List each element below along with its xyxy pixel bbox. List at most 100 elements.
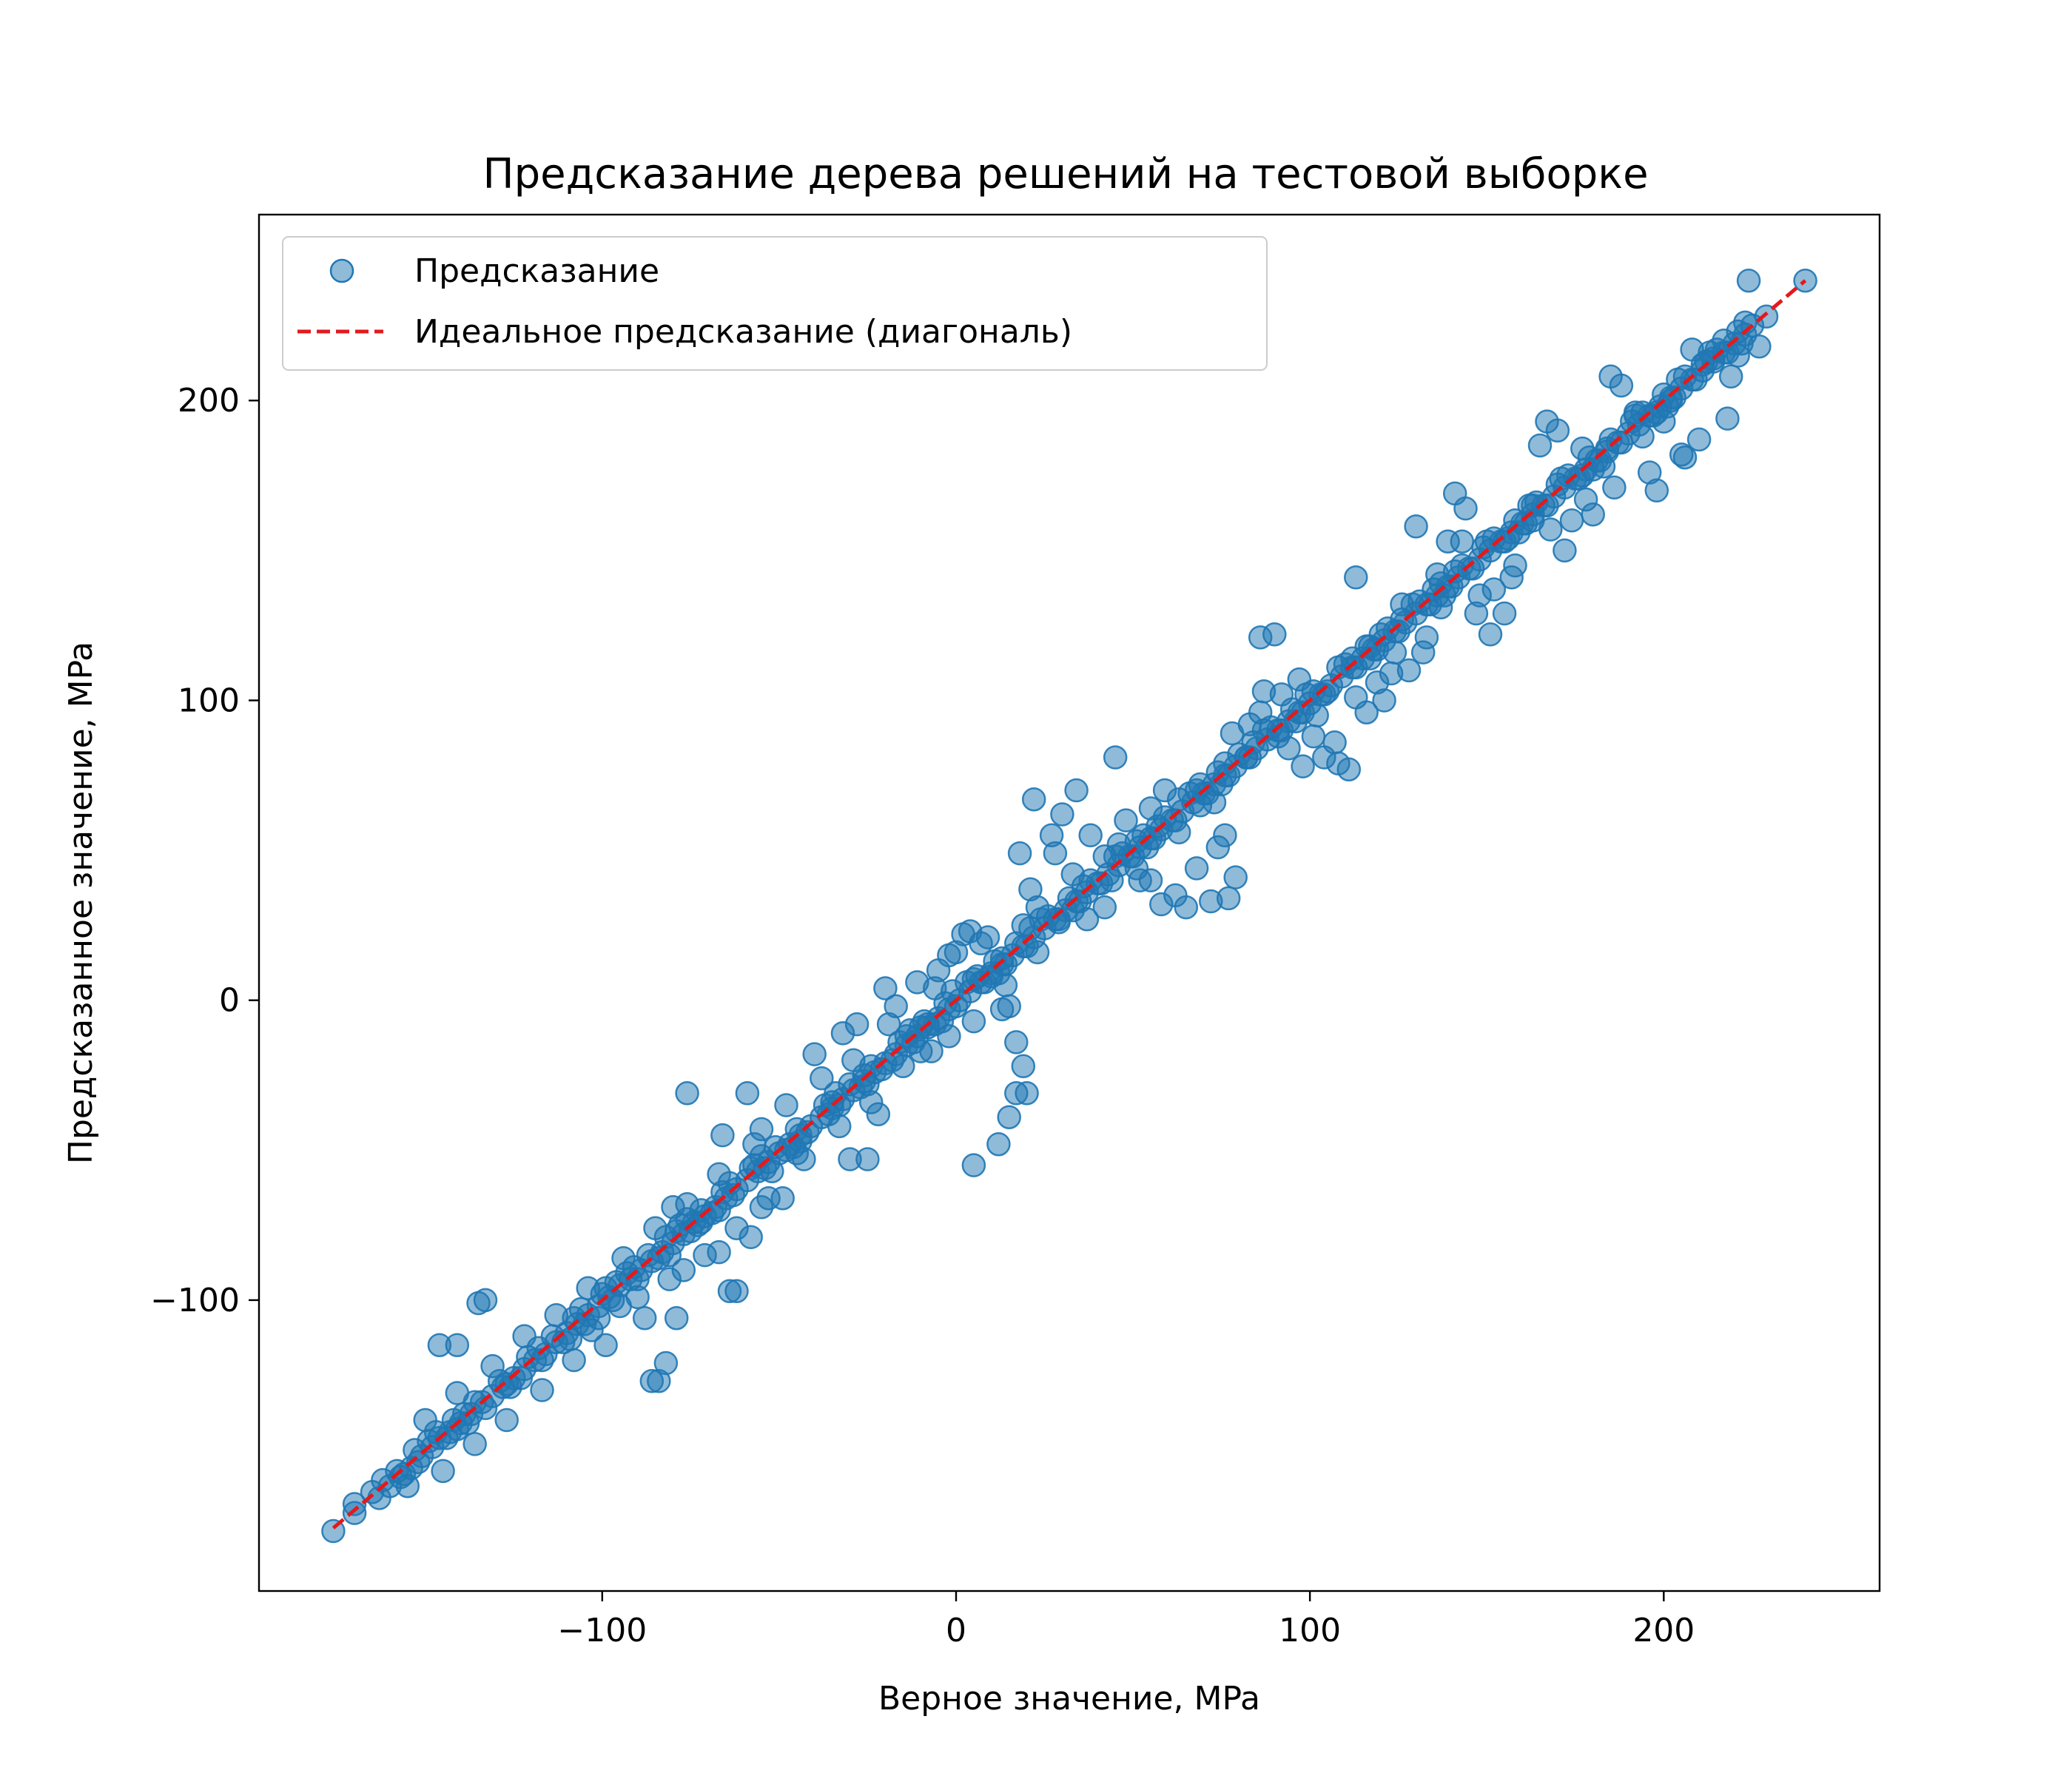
scatter-point <box>1527 433 1553 458</box>
chart-title: Предсказание дерева решений на тестовой … <box>482 150 1648 198</box>
scatter-point <box>562 1348 586 1373</box>
scatter-point <box>1223 865 1248 889</box>
scatter-point <box>880 1048 905 1072</box>
scatter-point <box>462 1432 487 1456</box>
scatter-point <box>1573 487 1598 512</box>
scatter-point <box>1344 685 1368 710</box>
legend-box <box>282 236 1268 371</box>
scatter-point <box>1545 472 1570 497</box>
scatter-point <box>876 1012 901 1037</box>
scatter-point <box>774 1093 798 1117</box>
scatter-point <box>1499 565 1524 590</box>
scatter-point <box>1690 352 1715 377</box>
scatter-point <box>1216 886 1241 911</box>
scatter-point <box>1368 622 1393 647</box>
x-tick-label: 200 <box>1632 1612 1695 1649</box>
scatter-point <box>1442 559 1467 584</box>
scatter-point <box>1064 778 1089 803</box>
scatter-point <box>1602 475 1627 500</box>
scatter-point <box>1340 646 1365 670</box>
scatter-point <box>1464 601 1489 626</box>
scatter-point <box>445 1333 470 1357</box>
scatter-point <box>632 1305 657 1331</box>
scatter-point <box>1382 640 1407 665</box>
scatter-point <box>1570 436 1595 461</box>
scatter-point <box>1404 514 1428 539</box>
scatter-point <box>1269 682 1294 707</box>
scatter-point <box>1074 907 1100 932</box>
scatter-point <box>1478 622 1503 647</box>
legend: Предсказание Идеальное предсказание (диа… <box>282 236 1268 371</box>
scatter-point <box>473 1288 498 1313</box>
scatter-point <box>586 1305 611 1331</box>
scatter-point <box>724 1216 749 1240</box>
scatter-point <box>1410 640 1436 665</box>
x-axis-title: Верное значение, MPa <box>878 1680 1260 1718</box>
scatter-point <box>1336 757 1362 781</box>
scatter-point <box>1043 841 1068 866</box>
plot-frame <box>258 213 1881 1592</box>
scatter-point <box>1422 577 1446 602</box>
scatter-point <box>873 976 898 1000</box>
scatter-point <box>1570 463 1595 488</box>
scatter-point <box>1004 1081 1029 1106</box>
scatter-point <box>1726 343 1750 368</box>
scatter-point <box>1492 601 1517 626</box>
x-tick-label: −100 <box>557 1612 647 1649</box>
scatter-point <box>1248 700 1273 724</box>
scatter-point <box>1450 529 1475 554</box>
scatter-point <box>1050 802 1074 827</box>
scatter-point <box>1496 526 1521 551</box>
y-axis-title: Предсказанное значение, MPa <box>62 642 100 1164</box>
scatter-point <box>1092 895 1117 920</box>
scatter-point <box>685 1213 710 1237</box>
x-tick-label: 0 <box>946 1612 966 1649</box>
scatter-point <box>1220 721 1245 746</box>
scatter-point <box>1322 730 1347 755</box>
scatter-point <box>530 1378 554 1402</box>
x-tick-label: 100 <box>1279 1612 1341 1649</box>
scatter-point <box>494 1407 519 1433</box>
scatter-point <box>664 1305 689 1331</box>
scatter-point <box>558 1327 583 1351</box>
scatter-point <box>1291 754 1315 778</box>
scatter-point <box>742 1131 767 1157</box>
scatter-point <box>1620 409 1644 434</box>
scatter-point <box>1103 745 1128 770</box>
y-tick-label: 0 <box>219 982 240 1020</box>
scatter-point <box>1078 823 1103 848</box>
scatter-point <box>413 1407 437 1433</box>
scatter-point <box>1315 679 1340 704</box>
scatter-point <box>1609 373 1634 398</box>
scatter-point <box>1305 703 1329 727</box>
scatter-point <box>908 1039 933 1063</box>
scatter-point <box>1213 823 1237 848</box>
scatter-point <box>844 1012 870 1037</box>
scatter-point <box>1736 268 1761 293</box>
x-axis: −100 0 100 200 <box>557 1591 1695 1649</box>
scatter-point <box>657 1267 682 1291</box>
scatter-point <box>653 1350 679 1376</box>
scatter-point <box>431 1459 455 1484</box>
scatter-point <box>693 1242 717 1268</box>
scatter-point <box>1481 577 1507 602</box>
scatter-point <box>1025 895 1050 920</box>
scatter-point <box>675 1192 699 1217</box>
scatter-point <box>937 1024 961 1049</box>
y-tick-label: 100 <box>178 682 240 719</box>
scatter-point <box>855 1147 880 1171</box>
y-axis: −100 0 100 200 <box>150 382 259 1319</box>
scatter-point <box>1379 661 1404 686</box>
scatter-point <box>1672 445 1698 470</box>
scatter-point <box>908 1015 933 1040</box>
scatter-point <box>480 1353 505 1379</box>
legend-label-ideal-line: Идеальное предсказание (диагональ) <box>414 313 1072 351</box>
scatter-point <box>1011 1054 1036 1079</box>
scatter-point <box>710 1123 735 1148</box>
scatter-point <box>1372 688 1396 713</box>
scatter-point <box>1184 856 1209 881</box>
scatter-point <box>986 1131 1011 1157</box>
scatter-point <box>593 1333 618 1357</box>
scatter-point <box>1644 478 1669 503</box>
